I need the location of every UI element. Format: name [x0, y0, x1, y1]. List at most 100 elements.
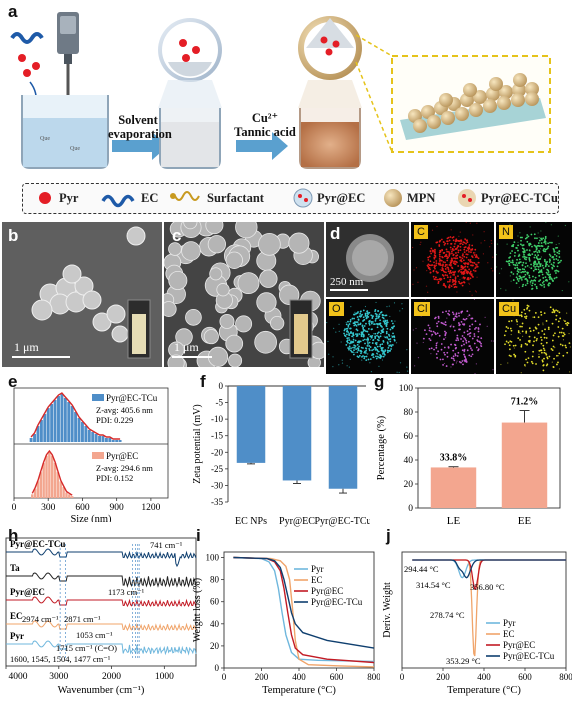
- blue-chain-icon: [10, 32, 44, 44]
- axis-label: Percentage (%): [376, 415, 387, 480]
- ftir-trace: [6, 572, 197, 588]
- legend-label: Pyr: [503, 618, 516, 628]
- panel-label-a: a: [8, 2, 18, 21]
- tick-label: 0: [400, 672, 405, 682]
- svg-text:Que: Que: [70, 146, 80, 152]
- dtg-line: [412, 559, 566, 579]
- hist-bar: [45, 455, 48, 498]
- step-2-label: Cu²⁺ Tannic acid: [234, 111, 296, 139]
- panel-label-b: b: [8, 226, 19, 245]
- peak-annotation: 314.54 °C: [416, 580, 451, 590]
- tga-line: [233, 556, 375, 649]
- tick-label: 40: [404, 456, 414, 466]
- peak-annotation: 356.80 °C: [470, 582, 505, 592]
- legend-label: Pyr@EC: [106, 451, 138, 461]
- pyr-ec-tcu-particle-icon: [298, 16, 362, 108]
- panel-label-h: h: [8, 526, 19, 545]
- tick-label: 200: [255, 672, 269, 682]
- category-label: Pyr@EC-TCu: [315, 516, 371, 527]
- hist-bar: [29, 438, 33, 442]
- beaker-3: [299, 108, 361, 169]
- bar: [328, 386, 358, 489]
- hist-bar: [50, 404, 54, 442]
- hist-bar: [31, 494, 34, 498]
- tick-label: 3000: [49, 672, 68, 682]
- hist-bar: [39, 472, 43, 498]
- hist-bar: [33, 488, 37, 498]
- mpn-sphere-icon: [384, 189, 402, 207]
- hist-bar: [115, 440, 119, 442]
- tem-image-d: 250 nm: [326, 222, 409, 297]
- tick-label: 0: [215, 663, 220, 673]
- hist-bar: [62, 486, 65, 498]
- panel-label-e: e: [8, 372, 18, 391]
- series-label: Ta: [10, 563, 20, 573]
- legend-mpn: MPN: [407, 191, 436, 205]
- legend-pyr: Pyr: [59, 191, 79, 205]
- arrow-1-icon: [112, 132, 168, 160]
- axis-label: Size (nm): [70, 514, 112, 522]
- hist-bar: [77, 418, 81, 442]
- panel-label-c: c: [172, 226, 182, 245]
- peak-annotation: 353.29 °C: [446, 656, 481, 666]
- map-tag-c: C: [414, 225, 428, 239]
- tick-label: 1200: [141, 503, 160, 513]
- hist-bar: [39, 420, 43, 442]
- hist-bar: [94, 434, 98, 442]
- tick-label: 600: [75, 503, 90, 513]
- svg-text:Que: Que: [40, 136, 50, 142]
- legend-pyr-ec-tcu: Pyr@EC-TCu: [481, 191, 558, 205]
- peak-annotation: 2974 cm⁻¹: [22, 614, 59, 624]
- hist-bar: [33, 434, 36, 442]
- surfactant-icon: [174, 191, 200, 201]
- category-label: Pyr@EC: [279, 516, 315, 527]
- category-label: EC NPs: [235, 516, 267, 527]
- schematic-legend: Pyr EC Surfactant Pyr@EC MPN Pyr@EC-TCu: [22, 183, 559, 214]
- peak-annotation: 278.74 °C: [430, 610, 465, 620]
- axis-label: Zeta potential (mV): [192, 404, 203, 483]
- chart-i-tga: 0 20 40 60 80 100 0 200 400 600 800 PyrECPyr@ECPyr@…: [192, 551, 380, 696]
- tick-label: -30: [211, 480, 223, 490]
- tick-label: 200: [436, 672, 450, 682]
- map-tag-n: N: [499, 225, 513, 239]
- tick-label: 800: [367, 672, 380, 682]
- hist-bar: [53, 463, 57, 498]
- hist-bar: [53, 400, 57, 442]
- legend-label: Pyr@EC-TCu: [503, 651, 555, 661]
- tick-label: 40: [210, 619, 220, 629]
- map-cl: Cl: [411, 299, 494, 374]
- tick-label: 60: [404, 432, 414, 442]
- tick-label: 400: [477, 672, 491, 682]
- peak-annotation: 1053 cm⁻¹: [76, 630, 113, 640]
- tga-line: [233, 556, 375, 664]
- red-dot-icon: [39, 192, 51, 204]
- tick-label: -20: [211, 447, 223, 457]
- hist-bar: [68, 494, 71, 498]
- legend-surfactant: Surfactant: [207, 191, 264, 205]
- legend-swatch: [92, 394, 104, 401]
- sem-image-c: 1 μm: [164, 222, 324, 367]
- legend-label: Pyr@EC: [503, 640, 535, 650]
- hist-bar: [87, 430, 91, 442]
- panel-label-d: d: [330, 224, 341, 243]
- bar: [236, 386, 266, 463]
- hist-bar: [104, 438, 108, 442]
- tick-label: 0: [12, 503, 17, 513]
- hist-bar: [111, 440, 115, 442]
- tick-label: 4000: [9, 672, 28, 682]
- tick-label: 1000: [155, 672, 174, 682]
- annotation: PDI: 0.229: [96, 415, 133, 425]
- hist-bar: [56, 472, 60, 498]
- tick-label: 2000: [102, 672, 121, 682]
- tick-label: 80: [404, 408, 414, 418]
- peak-annotation: 741 cm⁻¹: [150, 540, 183, 550]
- panel-label-f: f: [200, 372, 206, 391]
- map-o: O: [326, 299, 409, 374]
- fit-curve: [31, 449, 73, 496]
- hist-bar: [98, 436, 102, 442]
- scale-d: 250 nm: [330, 276, 364, 288]
- legend-label: Pyr@EC-TCu: [106, 393, 158, 403]
- tick-label: -25: [211, 464, 223, 474]
